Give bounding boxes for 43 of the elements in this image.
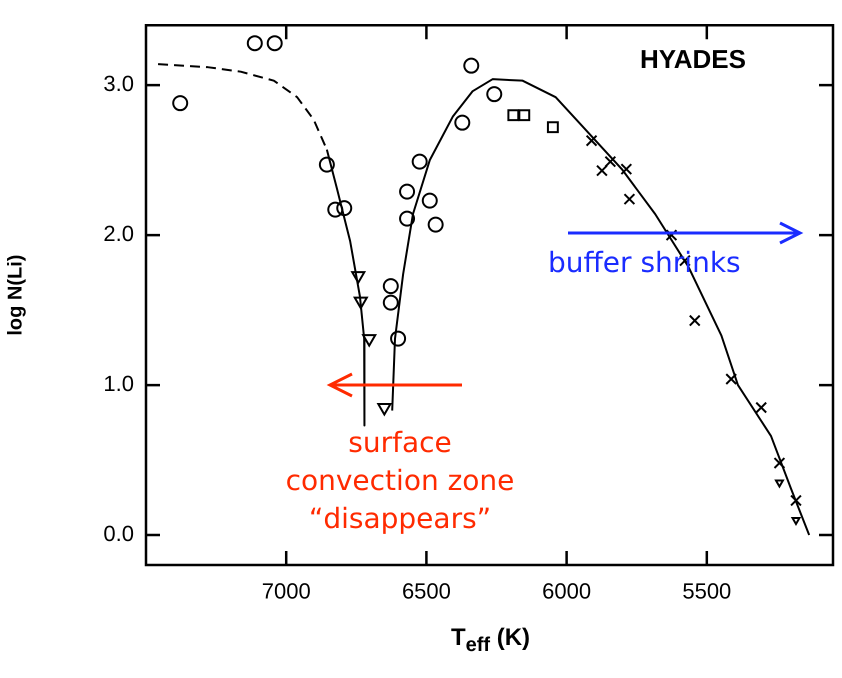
- point: [604, 156, 616, 168]
- annotation: HYADES: [640, 44, 746, 75]
- y-tick-label: 0.0: [103, 521, 134, 546]
- x-tick-label: 6000: [542, 578, 592, 604]
- point: [596, 164, 608, 177]
- point: [463, 58, 480, 74]
- point: [518, 109, 530, 122]
- point: [688, 314, 701, 327]
- point: [382, 294, 399, 311]
- point: [382, 278, 399, 294]
- point: [318, 156, 335, 173]
- point: [399, 210, 416, 227]
- point: [246, 35, 263, 52]
- point: [725, 373, 738, 386]
- point: [336, 200, 352, 216]
- point: [792, 517, 800, 526]
- point: [790, 494, 802, 506]
- x-tick-label: 7000: [262, 578, 311, 604]
- point: [486, 86, 502, 102]
- point: [266, 35, 283, 52]
- point: [623, 193, 636, 206]
- y-tick-label: 2.0: [103, 221, 134, 246]
- point: [586, 134, 598, 147]
- x-axis-title: T$_{eff}$ (K): [450, 624, 532, 658]
- point: [172, 95, 188, 112]
- point: [507, 109, 520, 122]
- point: [327, 202, 344, 218]
- point: [422, 192, 438, 209]
- x-tick-label: 6500: [402, 578, 451, 604]
- y-tick-label: 1.0: [103, 371, 134, 396]
- point: [546, 121, 559, 134]
- point: [399, 184, 416, 200]
- point: [774, 480, 784, 488]
- point: [412, 154, 428, 170]
- annotation: surface convection zone “disappears”: [284, 425, 516, 537]
- point: [755, 402, 768, 414]
- y-tick-label: 3.0: [103, 71, 134, 96]
- point: [620, 163, 632, 176]
- point: [428, 216, 444, 233]
- x-tick-label: 5500: [682, 578, 732, 604]
- point: [454, 114, 470, 131]
- y-axis-title: log N(Li): [4, 254, 27, 336]
- point: [390, 330, 406, 347]
